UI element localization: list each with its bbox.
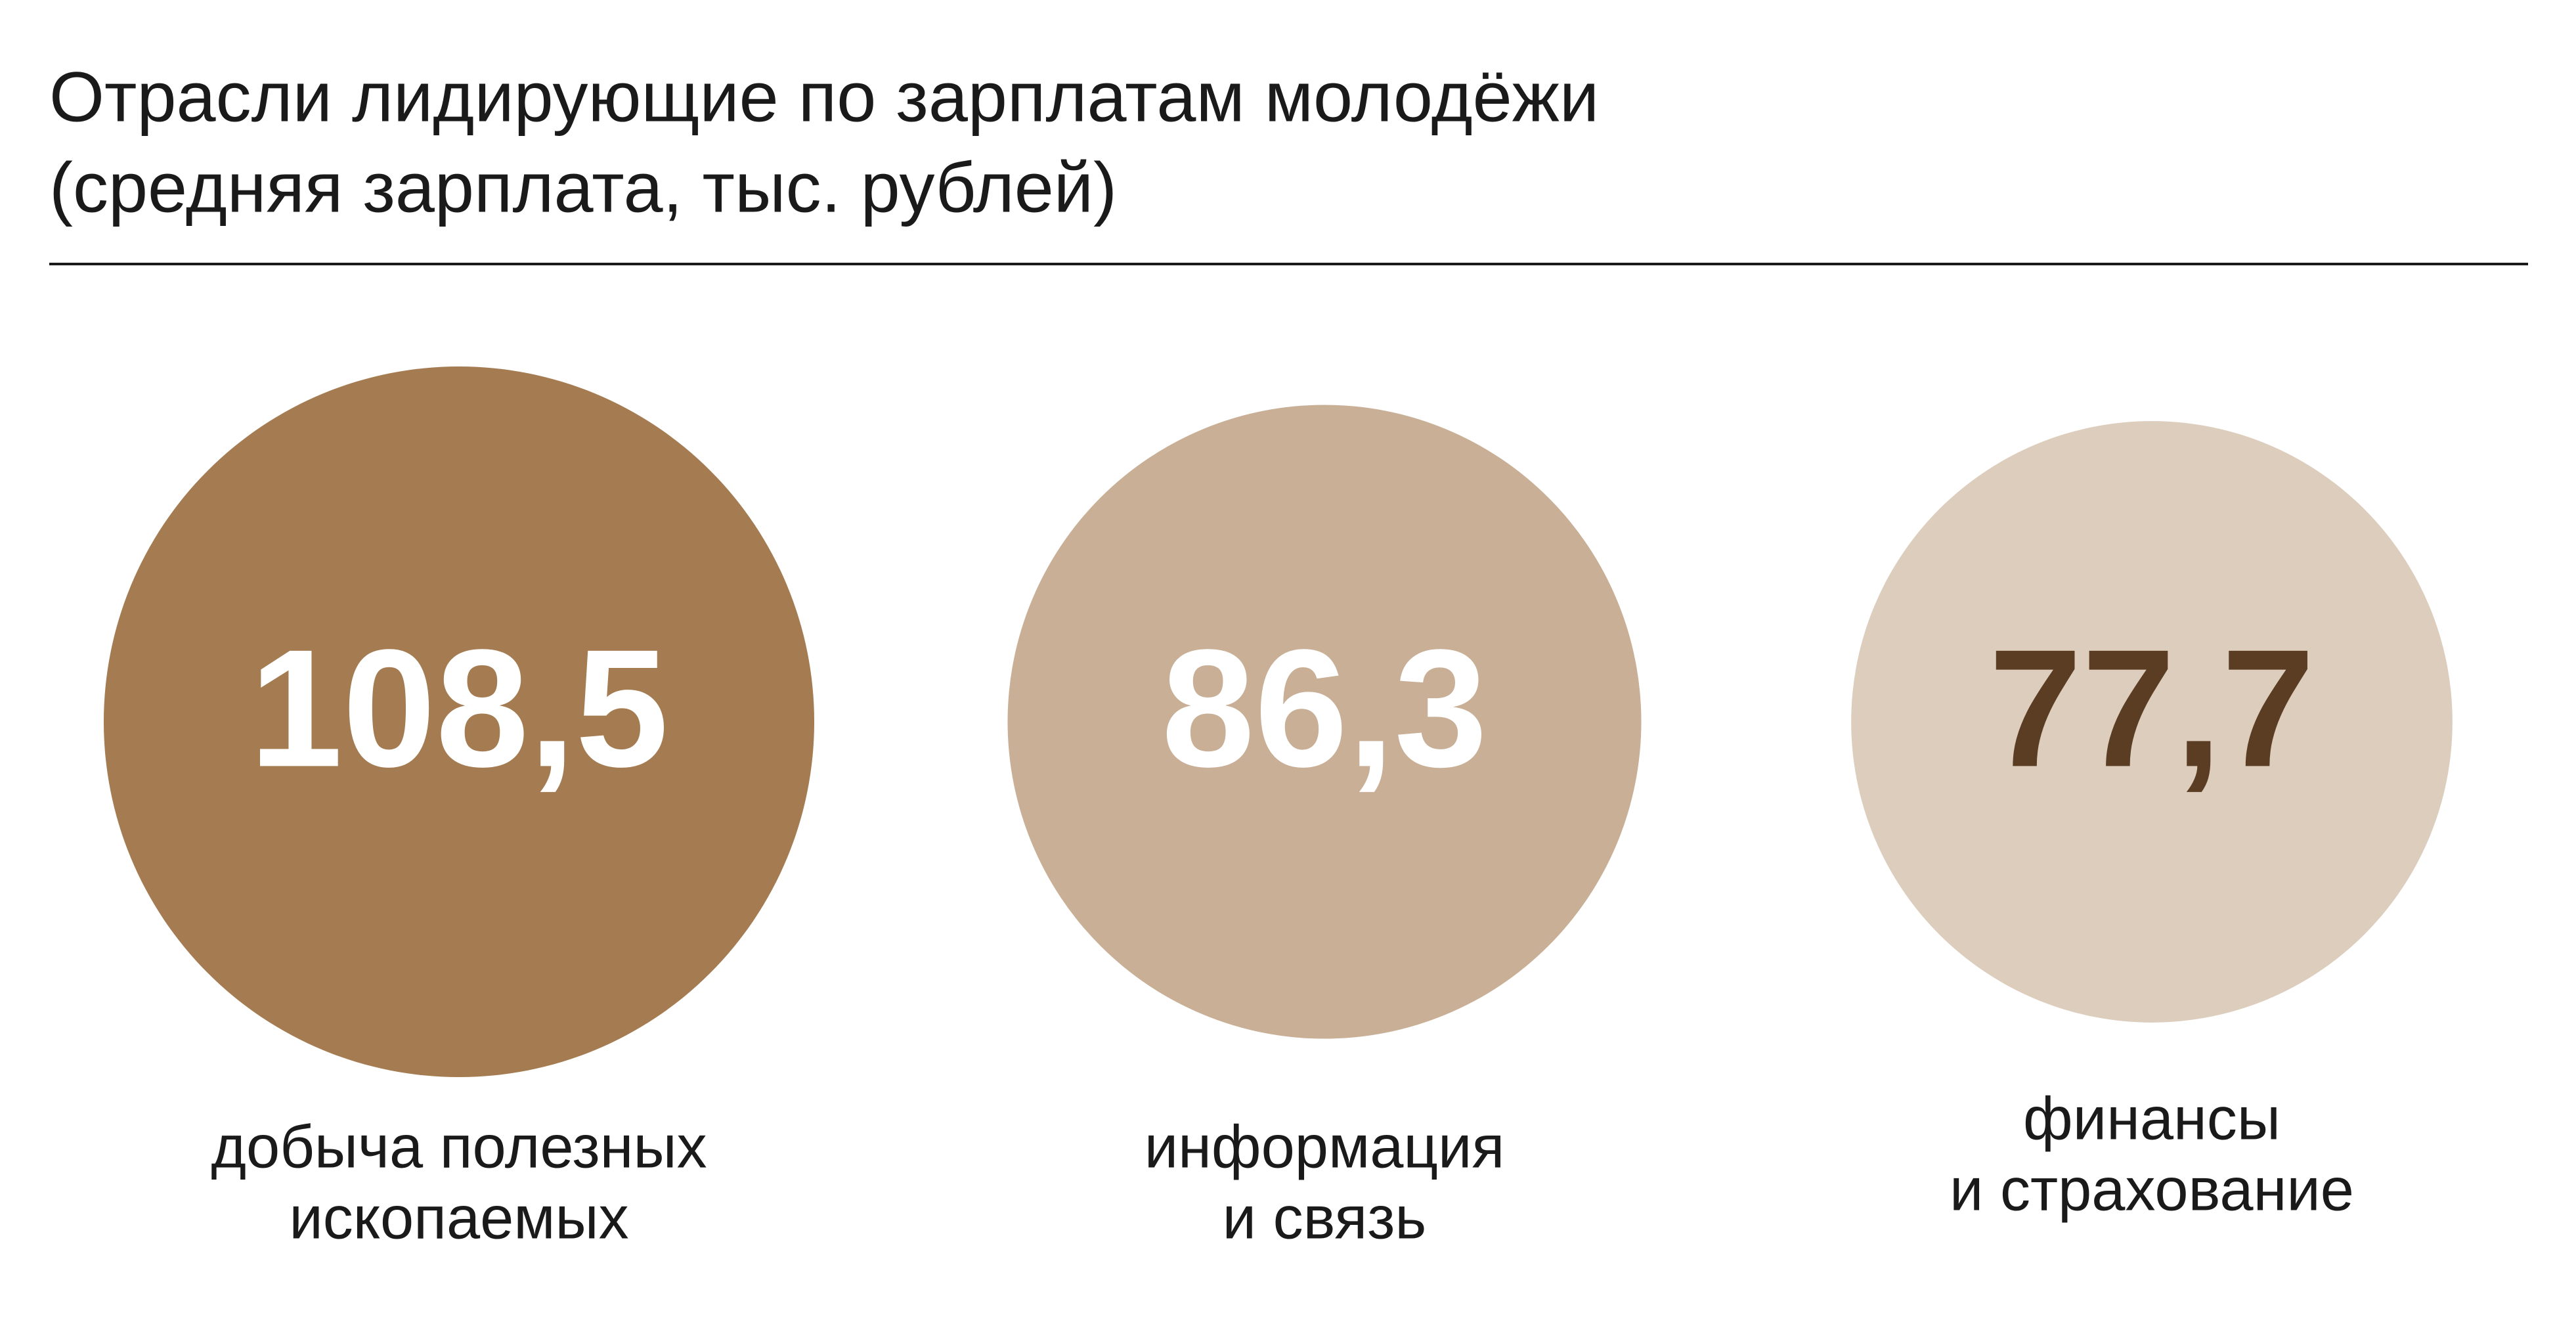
bubble: [1007, 405, 1642, 1039]
category-label: и страхование: [1950, 1156, 2354, 1223]
chart-subtitle: (средняя зарплата, тыс. рублей): [49, 148, 1117, 227]
chart-title: Отрасли лидирующие по зарплатам молодёжи: [49, 57, 1599, 137]
value-label: 77,7: [1989, 615, 2315, 802]
bubble: [1851, 421, 2453, 1023]
category-label: ископаемых: [289, 1184, 628, 1251]
category-label: добыча полезных: [211, 1113, 707, 1180]
category-label: информация: [1145, 1113, 1505, 1180]
category-label: финансы: [2023, 1085, 2281, 1152]
value-label: 86,3: [1162, 615, 1487, 802]
value-label: 108,5: [250, 615, 668, 802]
category-label: и связь: [1223, 1184, 1427, 1251]
bubble: [103, 366, 815, 1078]
